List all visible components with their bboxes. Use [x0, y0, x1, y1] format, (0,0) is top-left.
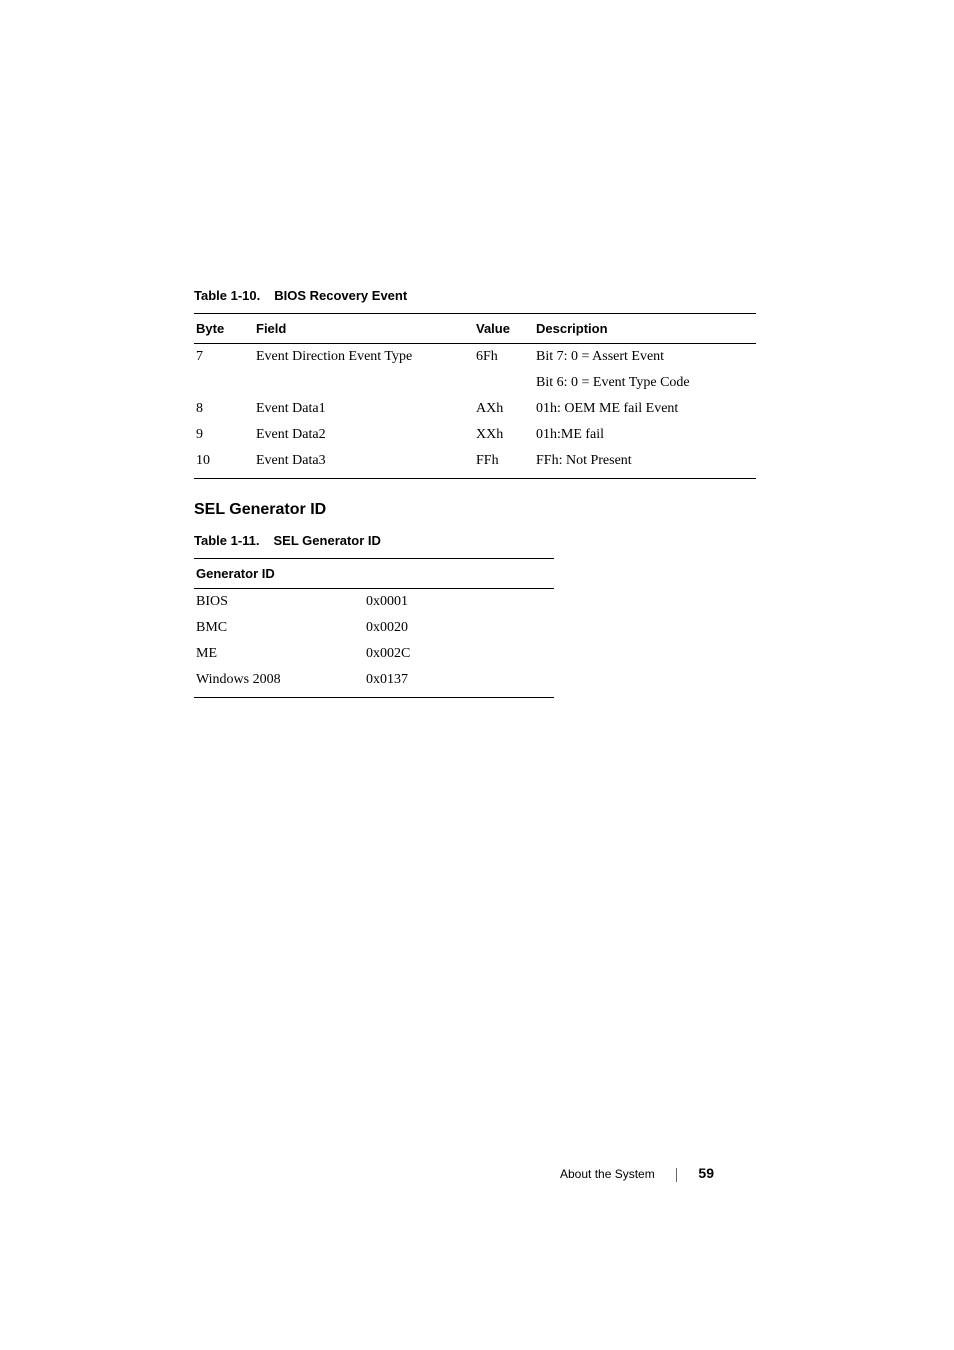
cell — [254, 370, 474, 396]
table-row: 10 Event Data3 FFh FFh: Not Present — [194, 448, 756, 479]
cell: 10 — [194, 448, 254, 479]
cell: ME — [194, 641, 364, 667]
table-row: 8 Event Data1 AXh 01h: OEM ME fail Event — [194, 396, 756, 422]
sel-generator-table: Generator ID BIOS 0x0001 BMC 0x0020 ME 0… — [194, 558, 554, 698]
cell: Event Direction Event Type — [254, 344, 474, 371]
bios-recovery-table: Byte Field Value Description 7 Event Dir… — [194, 313, 756, 479]
cell: Windows 2008 — [194, 667, 364, 698]
page-footer: About the System 59 — [0, 1165, 954, 1182]
cell: FFh — [474, 448, 534, 479]
t2-header-generator: Generator ID — [194, 559, 364, 589]
cell: 0x0020 — [364, 615, 554, 641]
table-row: ME 0x002C — [194, 641, 554, 667]
cell: Bit 7: 0 = Assert Event — [534, 344, 756, 371]
t2-body: BIOS 0x0001 BMC 0x0020 ME 0x002C Windows… — [194, 589, 554, 698]
table-row: Windows 2008 0x0137 — [194, 667, 554, 698]
table2-caption: Table 1-11. SEL Generator ID — [194, 533, 756, 548]
table-row: BMC 0x0020 — [194, 615, 554, 641]
footer-page-number: 59 — [698, 1165, 714, 1181]
cell: Event Data1 — [254, 396, 474, 422]
cell — [474, 370, 534, 396]
table1-title: BIOS Recovery Event — [274, 288, 407, 303]
table1-number: Table 1-10. — [194, 288, 260, 303]
section-heading: SEL Generator ID — [194, 501, 756, 519]
cell: 7 — [194, 344, 254, 371]
cell: BIOS — [194, 589, 364, 616]
t1-header-desc: Description — [534, 314, 756, 344]
table2-title: SEL Generator ID — [274, 533, 381, 548]
cell: XXh — [474, 422, 534, 448]
cell: Bit 6: 0 = Event Type Code — [534, 370, 756, 396]
table1-caption: Table 1-10. BIOS Recovery Event — [194, 288, 756, 303]
cell: 0x002C — [364, 641, 554, 667]
cell — [194, 370, 254, 396]
cell: 0x0001 — [364, 589, 554, 616]
cell: 6Fh — [474, 344, 534, 371]
cell: 9 — [194, 422, 254, 448]
t2-header-blank — [364, 559, 554, 589]
cell: BMC — [194, 615, 364, 641]
t1-body: 7 Event Direction Event Type 6Fh Bit 7: … — [194, 344, 756, 479]
table-row: Bit 6: 0 = Event Type Code — [194, 370, 756, 396]
cell: 8 — [194, 396, 254, 422]
cell: 0x0137 — [364, 667, 554, 698]
cell: Event Data2 — [254, 422, 474, 448]
cell: 01h:ME fail — [534, 422, 756, 448]
cell: Event Data3 — [254, 448, 474, 479]
table-row: BIOS 0x0001 — [194, 589, 554, 616]
table-row: 9 Event Data2 XXh 01h:ME fail — [194, 422, 756, 448]
cell: AXh — [474, 396, 534, 422]
footer-section: About the System — [560, 1167, 655, 1181]
table-row: 7 Event Direction Event Type 6Fh Bit 7: … — [194, 344, 756, 371]
table2-number: Table 1-11. — [194, 533, 260, 548]
cell: FFh: Not Present — [534, 448, 756, 479]
cell: 01h: OEM ME fail Event — [534, 396, 756, 422]
footer-divider-icon — [676, 1168, 677, 1182]
t1-header-field: Field — [254, 314, 474, 344]
t1-header-byte: Byte — [194, 314, 254, 344]
t1-header-value: Value — [474, 314, 534, 344]
